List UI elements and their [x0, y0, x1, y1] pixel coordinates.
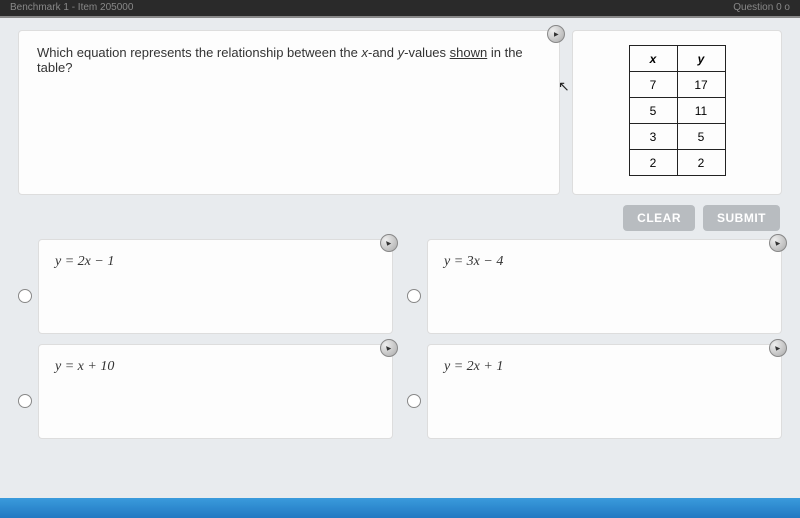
top-bar: Benchmark 1 - Item 205000 Question 0 o — [0, 0, 800, 18]
content-area: Which equation represents the relationsh… — [0, 18, 800, 498]
taskbar — [0, 498, 800, 518]
buttons-row: CLEAR SUBMIT — [18, 205, 782, 231]
choice-card-c[interactable]: y = x + 10 — [38, 344, 393, 439]
question-mid2: -values — [404, 45, 450, 60]
radio-choice-c[interactable] — [18, 394, 32, 408]
submit-button[interactable]: SUBMIT — [703, 205, 780, 231]
table-row: 3 5 — [629, 124, 725, 150]
table-row: 5 11 — [629, 98, 725, 124]
audio-icon[interactable] — [769, 339, 787, 357]
table-row: 2 2 — [629, 150, 725, 176]
shown-word: shown — [450, 45, 488, 60]
header-right: Question 0 o — [733, 2, 790, 14]
choice-equation: y = 2x − 1 — [55, 254, 114, 269]
radio-choice-b[interactable] — [407, 289, 421, 303]
table-header-y: y — [677, 46, 725, 72]
table-header-x: x — [629, 46, 677, 72]
radio-choice-d[interactable] — [407, 394, 421, 408]
audio-icon[interactable] — [380, 339, 398, 357]
question-text-pre: Which equation represents the relationsh… — [37, 45, 361, 60]
audio-icon[interactable] — [380, 234, 398, 252]
question-mid1: -and — [368, 45, 398, 60]
choice-equation: y = x + 10 — [55, 359, 114, 374]
audio-icon[interactable] — [547, 25, 565, 43]
table-row: 7 17 — [629, 72, 725, 98]
audio-icon[interactable] — [769, 234, 787, 252]
choice-card-d[interactable]: y = 2x + 1 — [427, 344, 782, 439]
clear-button[interactable]: CLEAR — [623, 205, 695, 231]
table-card: x y 7 17 5 11 3 5 2 2 — [572, 30, 782, 195]
question-card: Which equation represents the relationsh… — [18, 30, 560, 195]
xy-table: x y 7 17 5 11 3 5 2 2 — [629, 45, 726, 176]
choice-card-b[interactable]: y = 3x − 4 — [427, 239, 782, 334]
choice-equation: y = 3x − 4 — [444, 254, 503, 269]
choices-grid: y = 2x − 1 y = 3x − 4 y = x + 10 y = 2x … — [18, 239, 782, 439]
radio-choice-a[interactable] — [18, 289, 32, 303]
choice-equation: y = 2x + 1 — [444, 359, 503, 374]
choice-card-a[interactable]: y = 2x − 1 — [38, 239, 393, 334]
header-left: Benchmark 1 - Item 205000 — [10, 2, 133, 14]
